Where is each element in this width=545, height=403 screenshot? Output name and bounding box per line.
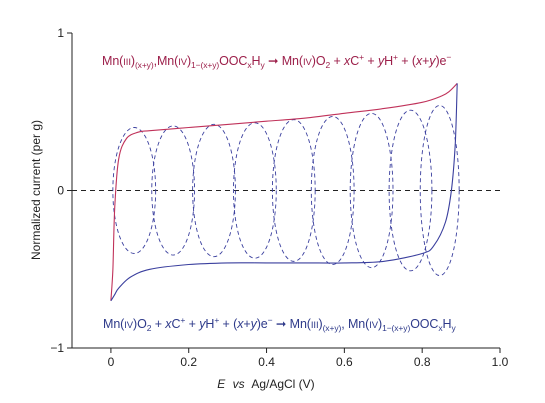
eq-superscript: + bbox=[180, 315, 186, 325]
dashed-ellipses bbox=[112, 104, 460, 277]
eq-text: Mn( bbox=[344, 317, 370, 331]
axes bbox=[71, 33, 500, 349]
eq-variable: x bbox=[344, 54, 351, 68]
y-axis-label: Normalized current (per g) bbox=[29, 120, 43, 260]
eq-superscript: + bbox=[393, 52, 398, 62]
eq-text: , bbox=[341, 317, 345, 331]
dashed-ellipse bbox=[151, 125, 196, 256]
eq-text: + bbox=[151, 317, 166, 331]
eq-text: C bbox=[350, 54, 360, 68]
eq-variable: y bbox=[250, 317, 257, 331]
eq-superscript: − bbox=[267, 315, 273, 325]
dashed-ellipse bbox=[419, 104, 460, 277]
eq-variable: y bbox=[377, 54, 385, 68]
eq-text: , bbox=[153, 54, 157, 68]
anodic-reaction-equation: Mn(III)(x+y),Mn(IV)1−(x+y)OOCxHy ➞ Mn(IV… bbox=[102, 52, 451, 70]
cathodic-sweep-curve bbox=[110, 83, 458, 302]
eq-text: + ( bbox=[219, 317, 238, 331]
eq-text: ) bbox=[318, 317, 323, 331]
eq-text: C bbox=[171, 317, 181, 331]
dashed-ellipse bbox=[310, 116, 355, 265]
x-tick-label: 0.4 bbox=[258, 355, 275, 369]
eq-variable: y bbox=[199, 317, 206, 331]
eq-text: Mn( bbox=[103, 317, 125, 331]
eq-subscript: (x+y) bbox=[134, 60, 154, 70]
eq-subscript: 2 bbox=[146, 323, 152, 333]
eq-variable: x bbox=[415, 54, 423, 68]
arrow-icon: ➞ bbox=[272, 317, 290, 331]
x-axis-label: E vs Ag/AgCl (V) bbox=[217, 377, 314, 391]
eq-variable: y bbox=[429, 54, 436, 68]
x-axis-label-vs: vs bbox=[233, 377, 245, 391]
arrow-icon: ➞ bbox=[267, 54, 279, 68]
eq-text: + bbox=[185, 317, 200, 331]
dashed-ellipse bbox=[349, 112, 394, 269]
dashed-ellipse bbox=[192, 123, 236, 258]
eq-text: + bbox=[364, 54, 378, 68]
eq-text: + bbox=[330, 54, 345, 68]
eq-text: Mn( bbox=[156, 54, 179, 68]
eq-text: + bbox=[243, 317, 251, 331]
eq-text: + ( bbox=[397, 54, 416, 68]
x-axis-label-rest: Ag/AgCl (V) bbox=[251, 377, 314, 391]
eq-superscript: + bbox=[359, 52, 364, 62]
ticks: 0 0.2 0.4 0.6 0.8 1.0 −1 0 1 bbox=[50, 26, 508, 369]
eq-subscript: y bbox=[260, 60, 265, 70]
eq-subscript: 1−(x+y) bbox=[382, 323, 411, 333]
eq-text: H bbox=[205, 317, 215, 331]
eq-text: ) bbox=[377, 317, 383, 331]
eq-subscript: x bbox=[438, 323, 443, 333]
eq-subscript: (x+y) bbox=[322, 323, 342, 333]
eq-subscript: x bbox=[247, 60, 252, 70]
eq-oxidation-state: III bbox=[310, 320, 319, 331]
eq-text: OOC bbox=[410, 317, 439, 331]
eq-text: H bbox=[384, 54, 394, 68]
dashed-ellipse bbox=[233, 122, 277, 259]
dashed-ellipse bbox=[112, 127, 157, 254]
eq-text: + bbox=[422, 54, 430, 68]
x-tick-label: 0.2 bbox=[180, 355, 197, 369]
eq-text: )e bbox=[435, 54, 447, 68]
y-tick-label: −1 bbox=[50, 341, 64, 355]
eq-text: ) bbox=[130, 54, 135, 68]
eq-subscript: 1−(x+y) bbox=[191, 60, 220, 70]
eq-text: Mn( bbox=[102, 54, 124, 68]
eq-text: ) bbox=[186, 54, 192, 68]
eq-text: H bbox=[442, 317, 452, 331]
eq-text: Mn( bbox=[289, 317, 311, 331]
eq-text: OOC bbox=[219, 54, 248, 68]
eq-oxidation-state: IV bbox=[302, 57, 312, 68]
x-axis-label-e: E bbox=[217, 377, 226, 391]
eq-text: Mn( bbox=[278, 54, 303, 68]
x-tick-label: 0.6 bbox=[336, 355, 353, 369]
eq-text: )e bbox=[256, 317, 268, 331]
x-tick-label: 0 bbox=[108, 355, 115, 369]
cathodic-reaction-equation: Mn(IV)O2 + xC+ + yH+ + (x+y)e− ➞ Mn(III)… bbox=[103, 315, 456, 333]
eq-superscript: + bbox=[214, 315, 220, 325]
eq-variable: x bbox=[165, 317, 172, 331]
eq-variable: x bbox=[237, 317, 244, 331]
eq-oxidation-state: IV bbox=[369, 320, 378, 331]
eq-oxidation-state: IV bbox=[178, 57, 187, 68]
eq-text: H bbox=[251, 54, 261, 68]
dashed-ellipse bbox=[388, 109, 433, 272]
eq-subscript: 2 bbox=[325, 60, 331, 70]
anodic-sweep-curve bbox=[110, 83, 458, 301]
cv-curves bbox=[110, 83, 458, 302]
eq-oxidation-state: IV bbox=[124, 320, 134, 331]
x-tick-label: 1.0 bbox=[492, 355, 509, 369]
y-tick-label: 0 bbox=[57, 184, 64, 198]
eq-superscript: − bbox=[446, 52, 452, 62]
x-tick-label: 0.8 bbox=[414, 355, 431, 369]
eq-subscript: y bbox=[451, 323, 456, 333]
eq-text: )O bbox=[133, 317, 147, 331]
eq-oxidation-state: III bbox=[123, 57, 131, 68]
eq-text: )O bbox=[311, 54, 326, 68]
y-tick-label: 1 bbox=[57, 26, 64, 40]
